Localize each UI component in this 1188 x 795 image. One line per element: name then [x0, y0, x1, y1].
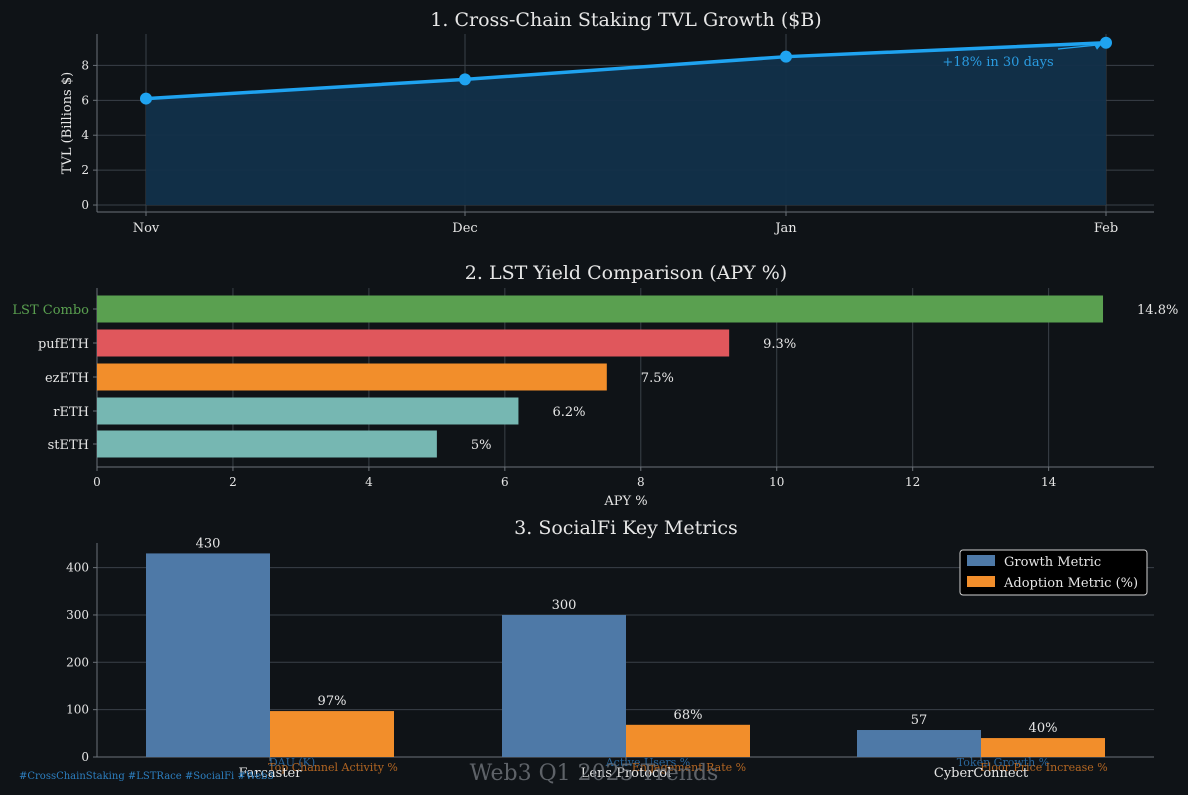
socialfi-sublabel-adoption-cyberconnect: Floor Price Increase % [980, 761, 1108, 774]
socialfi-value-label-growth-cyberconnect: 57 [911, 713, 928, 728]
lst-category-label-ezeth: ezETH [45, 371, 89, 386]
socialfi-legend: Growth Metric Adoption Metric (%) [959, 549, 1148, 596]
lst-category-label-reth: rETH [53, 405, 89, 420]
lst-x-tick-label: 8 [637, 475, 645, 489]
lst-bar-steth [97, 430, 437, 458]
tvl-y-tick-label: 6 [81, 93, 89, 107]
tvl-point-feb [1100, 36, 1112, 49]
tvl-series-line [145, 40, 1107, 101]
socialfi-value-label-adoption-farcaster: 97% [318, 694, 347, 709]
socialfi-x-tick-label-cyberconnect: CyberConnect [934, 766, 1029, 781]
socialfi-y-tick-label: 400 [66, 561, 89, 575]
lst-value-label-steth: 5% [471, 438, 492, 453]
socialfi-bar-growth-cyberconnect [857, 730, 981, 757]
tvl-point-jan [780, 50, 792, 63]
tvl-y-tick-label: 0 [81, 198, 89, 212]
socialfi-value-label-adoption-lens-protocol: 68% [674, 708, 703, 723]
tvl-x-tick-label: Nov [133, 221, 160, 236]
watermark: Web3 Q1 2025 Trends [470, 761, 719, 786]
socialfi-sublabel-growth-cyberconnect: Token Growth % [957, 756, 1049, 769]
lst-x-tick-label: 14 [1041, 475, 1057, 489]
socialfi-y-tick-label: 100 [66, 703, 89, 717]
tvl-point-dec [459, 73, 471, 86]
tvl-growth-chart: 1. Cross-Chain Staking TVL Growth ($B) T… [60, 9, 1154, 236]
lst-yield-chart: 2. LST Yield Comparison (APY %) APY % 5%… [12, 262, 1178, 509]
tvl-x-tick-label: Dec [452, 221, 477, 236]
lst-bar-pufeth [97, 329, 730, 357]
lst-x-tick-label: 4 [365, 475, 373, 489]
socialfi-value-label-growth-lens-protocol: 300 [552, 598, 577, 613]
socialfi-sublabel-adoption-farcaster: Top Channel Activity % [268, 761, 398, 774]
lst-category-label-steth: stETH [48, 438, 89, 453]
socialfi-bar-adoption-farcaster [270, 711, 394, 757]
tvl-annotation-arrow [1057, 44, 1101, 50]
legend-box [959, 549, 1148, 596]
tvl-y-tick-label: 4 [81, 128, 89, 142]
socialfi-y-tick-label: 300 [66, 608, 89, 622]
tvl-annotation: +18% in 30 days [942, 55, 1053, 70]
lst-x-axis-label: APY % [603, 494, 647, 509]
lst-bar-lst-combo [97, 295, 1104, 323]
lst-bar-reth [97, 397, 519, 425]
tvl-x-tick-label: Feb [1094, 221, 1118, 236]
lst-x-tick-label: 10 [769, 475, 784, 489]
lst-value-label-ezeth: 7.5% [641, 371, 674, 386]
lst-category-label-pufeth: pufETH [38, 337, 89, 352]
socialfi-x-tick-label-lens-protocol: Lens Protocol [581, 766, 672, 781]
legend-swatch-adoption [967, 576, 995, 587]
tvl-annotation-arrowhead [1093, 42, 1102, 50]
socialfi-bar-adoption-lens-protocol [626, 724, 750, 757]
lst-value-label-lst-combo: 14.8% [1137, 303, 1178, 318]
tvl-chart-title: 1. Cross-Chain Staking TVL Growth ($B) [430, 9, 821, 31]
tvl-y-tick-label: 8 [81, 58, 89, 72]
tvl-y-tick-label: 2 [81, 163, 89, 177]
hashtags: #CrossChainStaking #LSTRace #SocialFi #W… [19, 771, 274, 782]
lst-x-tick-label: 2 [229, 475, 237, 489]
lst-x-tick-label: 6 [501, 475, 509, 489]
lst-value-label-reth: 6.2% [552, 405, 585, 420]
lst-chart-title: 2. LST Yield Comparison (APY %) [465, 262, 787, 284]
socialfi-bar-growth-lens-protocol [502, 614, 626, 757]
lst-bar-ezeth [97, 363, 607, 391]
tvl-x-tick-label: Jan [773, 221, 797, 236]
tvl-point-nov [140, 92, 152, 105]
tvl-y-axis-label: TVL (Billions $) [60, 72, 75, 174]
socialfi-bar-adoption-cyberconnect [981, 738, 1105, 757]
socialfi-sublabel-growth-farcaster: DAU (K) [269, 756, 315, 769]
tvl-area-fill [146, 42, 1106, 206]
socialfi-value-label-adoption-cyberconnect: 40% [1029, 721, 1058, 736]
lst-x-tick-label: 12 [905, 475, 920, 489]
legend-label-growth: Growth Metric [1004, 555, 1101, 570]
socialfi-y-tick-label: 200 [66, 655, 89, 669]
lst-x-tick-label: 0 [93, 475, 101, 489]
lst-category-label-lst-combo: LST Combo [12, 303, 89, 318]
legend-label-adoption: Adoption Metric (%) [1003, 576, 1138, 591]
legend-swatch-growth [967, 555, 995, 566]
socialfi-x-tick-label-farcaster: Farcaster [239, 766, 303, 781]
socialfi-y-tick-label: 0 [81, 750, 89, 764]
socialfi-sublabel-adoption-lens-protocol: Engagement Rate % [632, 761, 746, 774]
socialfi-value-label-growth-farcaster: 430 [196, 536, 221, 551]
lst-value-label-pufeth: 9.3% [763, 337, 796, 352]
socialfi-chart-title: 3. SocialFi Key Metrics [514, 517, 738, 539]
socialfi-bar-growth-farcaster [146, 553, 270, 757]
